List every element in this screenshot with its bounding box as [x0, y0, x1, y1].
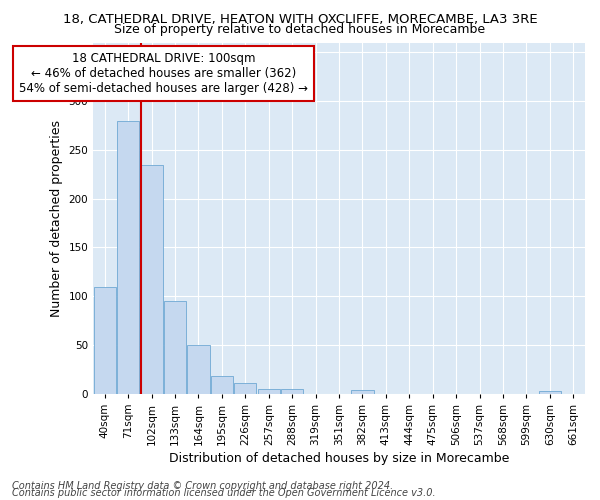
Text: 18 CATHEDRAL DRIVE: 100sqm
← 46% of detached houses are smaller (362)
54% of sem: 18 CATHEDRAL DRIVE: 100sqm ← 46% of deta… — [19, 52, 308, 96]
Bar — [257, 389, 280, 394]
Bar — [539, 391, 561, 394]
Bar — [117, 120, 139, 394]
X-axis label: Distribution of detached houses by size in Morecambe: Distribution of detached houses by size … — [169, 452, 509, 465]
Y-axis label: Number of detached properties: Number of detached properties — [50, 120, 63, 316]
Text: 18, CATHEDRAL DRIVE, HEATON WITH OXCLIFFE, MORECAMBE, LA3 3RE: 18, CATHEDRAL DRIVE, HEATON WITH OXCLIFF… — [62, 12, 538, 26]
Bar — [234, 383, 256, 394]
Bar — [140, 164, 163, 394]
Bar — [281, 389, 304, 394]
Text: Contains public sector information licensed under the Open Government Licence v3: Contains public sector information licen… — [12, 488, 436, 498]
Text: Size of property relative to detached houses in Morecambe: Size of property relative to detached ho… — [115, 22, 485, 36]
Bar — [94, 286, 116, 394]
Bar — [164, 301, 186, 394]
Bar — [352, 390, 374, 394]
Text: Contains HM Land Registry data © Crown copyright and database right 2024.: Contains HM Land Registry data © Crown c… — [12, 481, 393, 491]
Bar — [211, 376, 233, 394]
Bar — [187, 345, 209, 394]
